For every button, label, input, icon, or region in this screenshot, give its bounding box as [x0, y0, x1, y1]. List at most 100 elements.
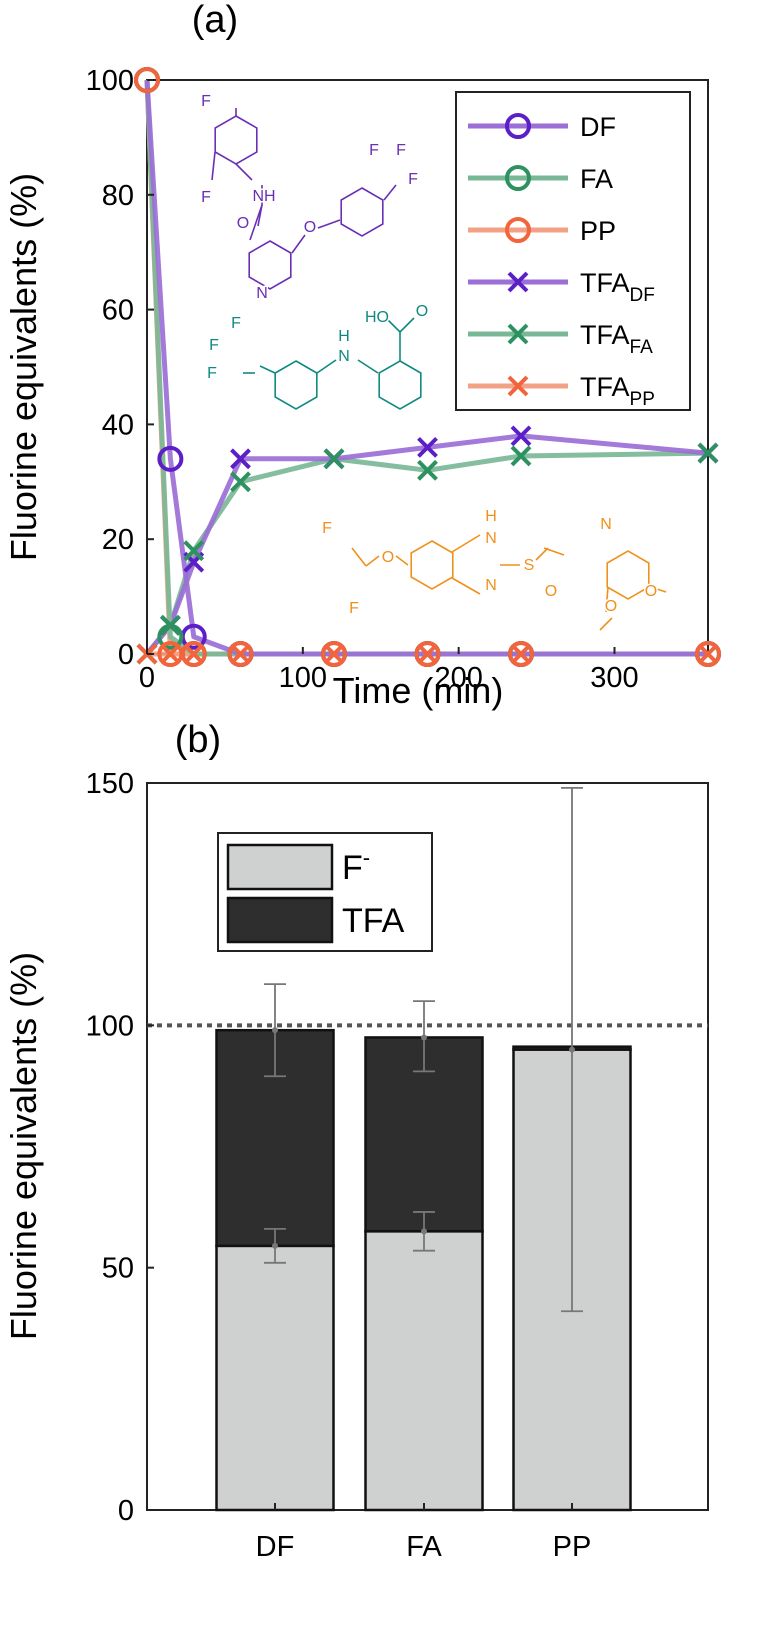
- legend-marker: [505, 165, 531, 191]
- bond: [211, 151, 216, 181]
- data-point-TFA_FA: [417, 459, 438, 481]
- bond: [249, 204, 263, 241]
- data-point-PP: [227, 641, 254, 667]
- y-tick-label: 80: [102, 180, 134, 212]
- series-line-TFA_DF: [145, 433, 709, 656]
- legend-label-base: DF: [580, 112, 616, 142]
- atom-label: F: [207, 365, 217, 382]
- atom-label: O: [605, 598, 617, 615]
- atom-label: NH: [252, 188, 275, 205]
- ring-bond: [606, 550, 650, 600]
- legend-entry: TFAFA: [468, 320, 653, 358]
- atom-label: F: [396, 142, 406, 159]
- bond: [259, 365, 276, 374]
- x-tick-label: PP: [553, 1531, 592, 1563]
- y-tick-label: 100: [86, 1010, 134, 1042]
- bond: [235, 163, 253, 181]
- atom-label: F: [369, 142, 379, 159]
- x-tick-label: 300: [590, 662, 638, 694]
- legend-entry: TFADF: [468, 268, 655, 306]
- legend-entry: F-: [226, 843, 370, 891]
- bond: [399, 317, 415, 333]
- x-tick-label: DF: [256, 1531, 295, 1563]
- bar-F-DF: [215, 1244, 335, 1512]
- legend-label-base: TFA: [580, 320, 630, 350]
- atom-label: F: [209, 337, 219, 354]
- bond: [451, 577, 481, 595]
- ring-bond: [410, 540, 454, 590]
- legend-label-subscript: PP: [630, 389, 655, 410]
- legend-entry: PP: [468, 216, 616, 246]
- bond: [351, 547, 367, 567]
- atom-label: O: [304, 219, 316, 236]
- legend-label-superscript: -: [363, 845, 370, 870]
- legend-label-base: TFA: [580, 372, 630, 402]
- ring-bond: [248, 240, 292, 290]
- legend-label: FA: [580, 164, 613, 194]
- panel-b-ticks: 0 50 100 150 DF FA PP: [86, 768, 592, 1563]
- y-tick-label: 150: [86, 768, 134, 800]
- legend-label-base: TFA: [342, 902, 405, 940]
- error-bar: [561, 786, 583, 1313]
- bond: [383, 184, 397, 201]
- bond: [316, 359, 337, 374]
- legend-entry: FA: [468, 164, 613, 194]
- atom-label: H: [485, 508, 497, 525]
- error-bar-center: [272, 1027, 278, 1034]
- atom-label: O: [237, 215, 249, 232]
- y-tick-label: 0: [118, 1495, 134, 1527]
- legend-marker: [507, 375, 529, 397]
- error-bar-center: [272, 1242, 278, 1249]
- atom-label: O: [545, 583, 557, 600]
- atom-label: N: [600, 516, 612, 533]
- ring-bond: [214, 115, 258, 165]
- bond: [650, 586, 667, 593]
- panel-b-label: (b): [175, 719, 221, 761]
- data-point-TFA_FA: [183, 540, 205, 562]
- data-point-TFA_PP: [510, 643, 532, 665]
- y-tick-label: 40: [102, 409, 134, 441]
- legend-label: TFAPP: [580, 372, 655, 410]
- panel-a-legend-box: [455, 91, 691, 411]
- data-point-TFA_DF: [510, 425, 532, 447]
- legend-entry: TFAPP: [468, 372, 655, 410]
- data-point-TFA_PP: [159, 643, 181, 665]
- panel-a-x-axis-title: Time (min): [333, 670, 504, 711]
- atom-label: HO: [365, 309, 389, 326]
- atom-label: N: [338, 348, 350, 365]
- legend-label-subscript: DF: [630, 285, 655, 306]
- data-point-TFA_PP: [230, 643, 251, 665]
- bond: [357, 359, 379, 374]
- data-point-TFA_FA: [159, 614, 181, 636]
- panel-a-series: [134, 67, 721, 667]
- error-bar: [264, 1227, 286, 1264]
- panel-b-y-axis-title: Fluorine equivalents (%): [3, 952, 44, 1340]
- y-tick-label: 50: [102, 1253, 134, 1285]
- x-tick-label: 200: [434, 662, 482, 694]
- atom-label: F: [408, 171, 418, 188]
- y-tick-label: 20: [102, 524, 134, 556]
- legend-marker: [505, 217, 531, 243]
- x-tick-label: 0: [139, 662, 155, 694]
- legend-label: DF: [580, 112, 616, 142]
- atom-label: N: [485, 530, 497, 547]
- legend-swatch: [226, 843, 334, 891]
- atom-label: N: [256, 285, 268, 302]
- data-point-DF: [157, 445, 184, 472]
- atom-label: F: [322, 520, 332, 537]
- legend-label-base: FA: [580, 164, 613, 194]
- legend-marker: [505, 113, 531, 139]
- legend-marker: [507, 323, 529, 345]
- panel-b-bars: [147, 786, 708, 1512]
- data-point-TFA_FA: [510, 445, 532, 467]
- legend-label-base: F: [342, 849, 363, 887]
- ring-bond: [274, 360, 318, 410]
- legend-entry: DF: [468, 112, 616, 142]
- legend-label: TFA: [342, 902, 405, 940]
- bar-F-FA: [364, 1230, 484, 1512]
